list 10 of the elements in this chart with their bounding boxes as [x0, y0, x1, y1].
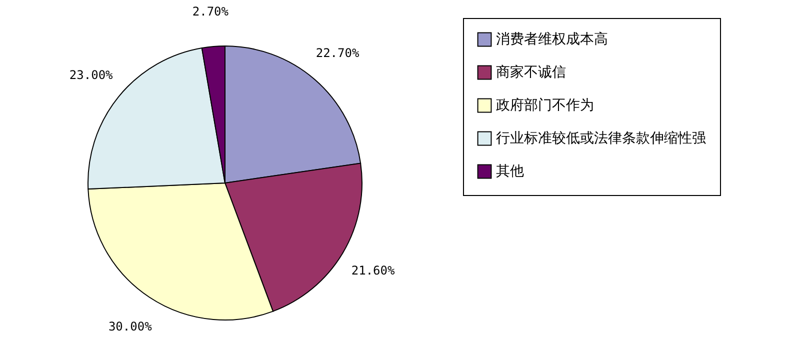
- data-label: 2.70%: [192, 4, 230, 19]
- data-label: 22.70%: [316, 46, 360, 60]
- data-label: 23.00%: [69, 68, 114, 82]
- data-label: 21.60%: [351, 264, 396, 278]
- data-label: 30.00%: [108, 319, 153, 334]
- legend-label: 行业标准较低或法律条款伸缩性强: [496, 130, 706, 146]
- legend-label: 商家不诚信: [496, 64, 566, 80]
- legend-label: 政府部门不作为: [496, 98, 594, 114]
- legend-label: 其他: [496, 164, 524, 180]
- legend-label: 消费者维权成本高: [496, 32, 608, 48]
